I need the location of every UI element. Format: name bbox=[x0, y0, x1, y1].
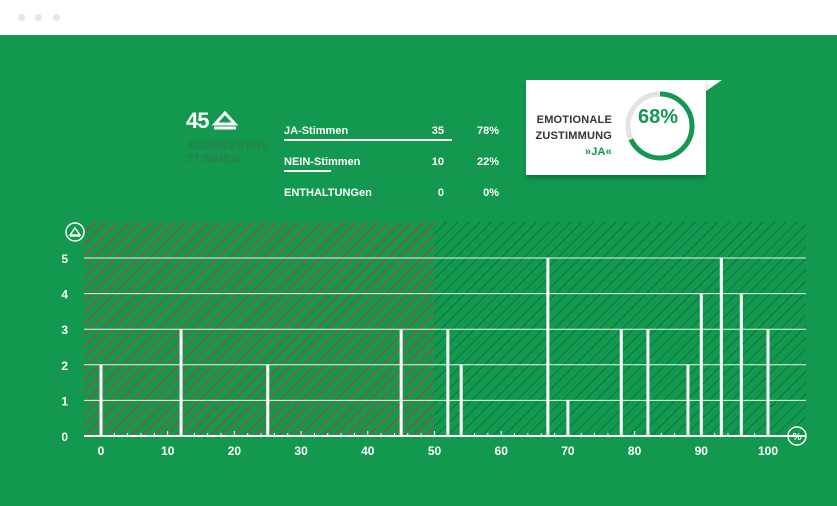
x-tick-label: 20 bbox=[228, 444, 242, 458]
stat-label: NEIN-Stimmen bbox=[284, 156, 361, 168]
bar bbox=[699, 293, 703, 436]
x-tick-label: 0 bbox=[98, 444, 105, 458]
card-line-1: EMOTIONALE bbox=[536, 114, 612, 126]
stat-count: 10 bbox=[431, 156, 444, 168]
bar bbox=[179, 329, 183, 436]
bar bbox=[99, 364, 103, 436]
bar bbox=[739, 293, 743, 436]
ballot-icon bbox=[212, 110, 238, 130]
x-tick-label: 70 bbox=[561, 444, 575, 458]
window-dot bbox=[18, 14, 25, 21]
stat-label: JA-Stimmen bbox=[284, 125, 349, 137]
stat-track bbox=[284, 202, 499, 203]
stat-percent: 0% bbox=[483, 187, 499, 199]
bar bbox=[266, 364, 270, 436]
stat-progress-fill bbox=[284, 170, 332, 172]
bar bbox=[619, 329, 623, 436]
x-axis-percent-icon: % bbox=[787, 426, 807, 446]
window-titlebar bbox=[0, 0, 837, 35]
x-tick-label: 60 bbox=[495, 444, 509, 458]
x-tick-label: 90 bbox=[695, 444, 709, 458]
x-tick-label: 30 bbox=[294, 444, 308, 458]
y-tick-label: 5 bbox=[61, 252, 68, 266]
y-tick-label: 2 bbox=[61, 359, 68, 373]
bar bbox=[459, 364, 463, 436]
bar bbox=[686, 364, 690, 436]
stat-progress-fill bbox=[284, 139, 452, 141]
y-tick-label: 1 bbox=[61, 394, 68, 408]
bar bbox=[566, 400, 570, 436]
approval-percent: 68% bbox=[637, 106, 679, 128]
x-tick-label: 80 bbox=[628, 444, 642, 458]
approval-ring bbox=[625, 91, 695, 161]
card-line-2: ZUSTIMMUNG bbox=[535, 130, 612, 142]
bar bbox=[766, 329, 770, 436]
bar bbox=[646, 329, 650, 436]
stat-row-abstain: ENTHALTUNGen 0 0% bbox=[284, 183, 504, 205]
y-tick-label: 0 bbox=[61, 430, 68, 444]
bar bbox=[399, 329, 403, 436]
stat-label: ENTHALTUNGen bbox=[284, 187, 372, 199]
stat-row-no: NEIN-Stimmen 10 22% bbox=[284, 152, 504, 174]
stat-percent: 78% bbox=[476, 125, 499, 137]
bar bbox=[546, 258, 550, 436]
stat-count: 0 bbox=[437, 187, 444, 199]
y-axis-vote-icon bbox=[65, 222, 85, 242]
y-tick-label: 3 bbox=[61, 323, 68, 337]
total-votes-count: 45 bbox=[186, 108, 210, 133]
stat-track bbox=[284, 171, 499, 172]
y-tick-label: 4 bbox=[61, 288, 68, 302]
x-tick-label: 100 bbox=[758, 444, 778, 458]
x-axis-label: % bbox=[793, 432, 802, 443]
x-tick-label: 40 bbox=[361, 444, 375, 458]
window-dot bbox=[53, 14, 60, 21]
card-line-3: »JA« bbox=[584, 146, 612, 158]
x-tick-label: 50 bbox=[428, 444, 442, 458]
window-dot bbox=[35, 14, 42, 21]
x-tick-label: 10 bbox=[161, 444, 175, 458]
bar bbox=[446, 329, 450, 436]
total-votes-label: ABGEGEBENE STIMMEN bbox=[186, 140, 270, 165]
stat-row-yes: JA-Stimmen 35 78% bbox=[284, 121, 504, 143]
stat-percent: 22% bbox=[476, 156, 499, 168]
stat-count: 35 bbox=[431, 125, 444, 137]
bar bbox=[719, 258, 723, 436]
